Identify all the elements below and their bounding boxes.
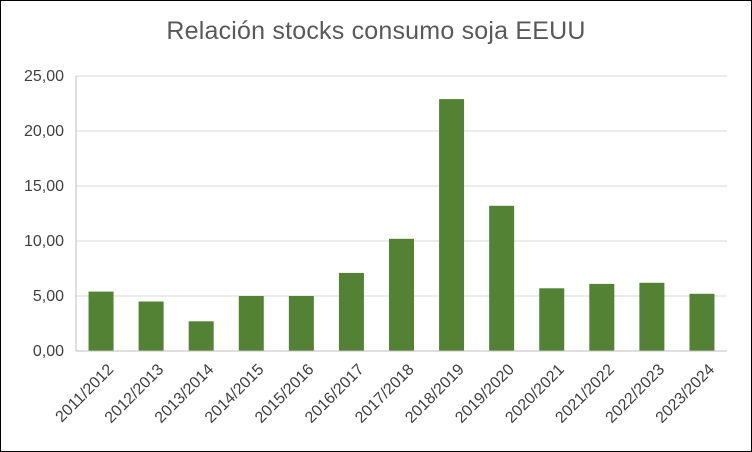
bar [639, 282, 665, 351]
bar [489, 205, 515, 351]
bar [188, 321, 214, 351]
x-tick-labels: 2011/20122012/20132013/20142014/20152015… [53, 361, 719, 427]
y-tick-label: 0,00 [33, 343, 64, 360]
axes [75, 76, 727, 352]
y-tick-label: 10,00 [24, 233, 64, 250]
y-tick-label: 5,00 [33, 288, 64, 305]
bar [589, 283, 615, 351]
bar [288, 296, 314, 351]
y-tick-label: 15,00 [24, 178, 64, 195]
y-tick-labels: 0,00 5,00 10,00 15,00 20,00 25,00 [24, 68, 64, 360]
bar [138, 301, 164, 351]
bar [389, 238, 414, 351]
y-tick-label: 20,00 [24, 123, 64, 140]
bars [88, 99, 715, 351]
chart-title: Relación stocks consumo soja EEUU [166, 17, 586, 45]
bar [689, 293, 715, 351]
bar [539, 288, 565, 351]
bar [439, 99, 465, 351]
bar [338, 272, 364, 351]
bar [88, 291, 114, 351]
bar [238, 296, 264, 351]
y-tick-label: 25,00 [24, 68, 64, 85]
